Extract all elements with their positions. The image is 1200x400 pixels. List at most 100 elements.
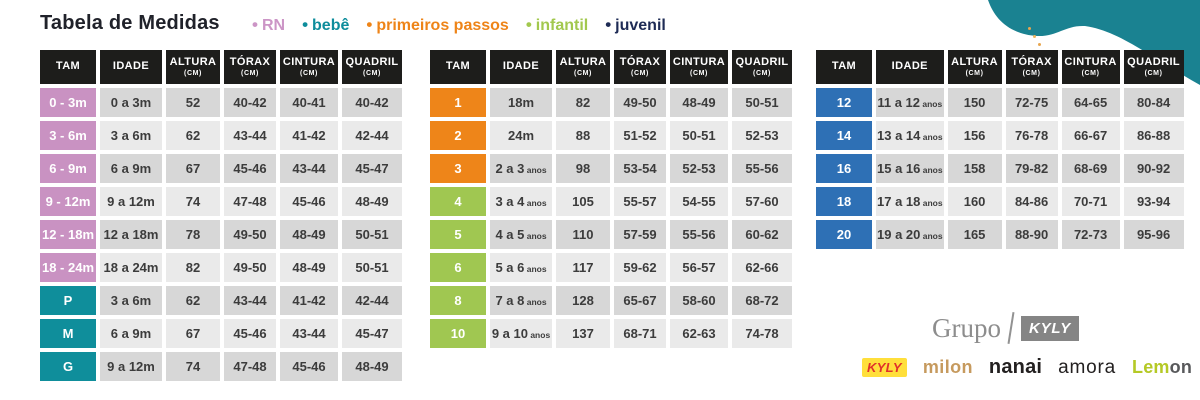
hip-cell: 62-66 <box>732 253 792 282</box>
hip-cell: 48-49 <box>342 352 402 381</box>
waist-cell: 72-73 <box>1061 220 1120 249</box>
height-cell: 62 <box>166 121 220 150</box>
height-cell: 160 <box>947 187 1002 216</box>
age-cell: 3 a 6m <box>100 286 162 315</box>
age-cell: 3 a 6m <box>100 121 162 150</box>
height-cell: 74 <box>166 187 220 216</box>
waist-cell: 45-46 <box>280 187 338 216</box>
height-cell: 165 <box>947 220 1002 249</box>
milon-brand-logo: milon <box>922 357 973 377</box>
hip-cell: 52-53 <box>732 121 792 150</box>
column-header: QUADRIL (CM) <box>732 50 792 84</box>
legend-item: • primeiros passos <box>366 15 508 35</box>
column-header: CINTURA (CM) <box>280 50 338 84</box>
waist-cell: 48-49 <box>280 253 338 282</box>
nanai-brand-logo: nanai <box>988 356 1043 378</box>
size-cell: 0 - 3m <box>40 88 96 117</box>
table-row: 1 18m 82 49-50 48-49 50-51 <box>430 88 792 117</box>
hip-cell: 74-78 <box>732 319 792 348</box>
column-header: TÓRAX (CM) <box>224 50 276 84</box>
column-header: TAM <box>816 50 872 84</box>
size-table-primeiros-passos-infantil: TAM IDADE ALTURA (CM) TÓRAX (CM) CINTURA (CM) QU… <box>426 46 796 352</box>
column-header: TÓRAX (CM) <box>1005 50 1058 84</box>
height-cell: 82 <box>166 253 220 282</box>
chest-cell: 79-82 <box>1005 154 1058 183</box>
column-header: ALTURA (CM) <box>947 50 1002 84</box>
table-row: 16 15 a 16 anos 158 79-82 68-69 90-92 <box>816 154 1184 183</box>
hip-cell: 45-47 <box>342 154 402 183</box>
waist-cell: 70-71 <box>1061 187 1120 216</box>
hip-cell: 57-60 <box>732 187 792 216</box>
size-cell: 3 - 6m <box>40 121 96 150</box>
age-cell: 5 a 6 anos <box>490 253 552 282</box>
table-row: 14 13 a 14 anos 156 76-78 66-67 86-88 <box>816 121 1184 150</box>
legend-item: • RN <box>252 15 285 35</box>
age-unit-label: anos <box>920 231 943 241</box>
waist-cell: 45-46 <box>280 352 338 381</box>
lemon-logo-gray-part: on <box>1169 357 1193 377</box>
waist-cell: 40-41 <box>280 88 338 117</box>
size-cell: 18 <box>816 187 872 216</box>
hip-cell: 68-72 <box>732 286 792 315</box>
chest-cell: 47-48 <box>224 352 276 381</box>
waist-cell: 43-44 <box>280 319 338 348</box>
size-cell: 12 - 18m <box>40 220 96 249</box>
chest-cell: 65-67 <box>614 286 666 315</box>
chest-cell: 51-52 <box>614 121 666 150</box>
unit-label: (CM) <box>184 69 202 77</box>
age-cell: 13 a 14 anos <box>876 121 944 150</box>
age-cell: 9 a 12m <box>100 352 162 381</box>
height-cell: 158 <box>947 154 1002 183</box>
size-cell: 20 <box>816 220 872 249</box>
unit-label: (CM) <box>1144 69 1163 77</box>
height-cell: 117 <box>556 253 610 282</box>
hip-cell: 90-92 <box>1123 154 1184 183</box>
unit-label: (CM) <box>1022 69 1041 77</box>
table-row: 18 - 24m 18 a 24m 82 49-50 48-49 50-51 <box>40 253 402 282</box>
height-cell: 105 <box>556 187 610 216</box>
size-cell: 18 - 24m <box>40 253 96 282</box>
height-cell: 88 <box>556 121 610 150</box>
amora-brand-logo: amora <box>1058 356 1117 378</box>
table-row: 9 - 12m 9 a 12m 74 47-48 45-46 48-49 <box>40 187 402 216</box>
waist-cell: 56-57 <box>670 253 728 282</box>
age-cell: 24m <box>490 121 552 150</box>
age-unit-label: anos <box>920 198 943 208</box>
table-row: 2 24m 88 51-52 50-51 52-53 <box>430 121 792 150</box>
hip-cell: 50-51 <box>342 253 402 282</box>
height-cell: 98 <box>556 154 610 183</box>
page-title: Tabela de Medidas <box>40 12 220 34</box>
column-header: ALTURA (CM) <box>166 50 220 84</box>
unit-label: (CM) <box>965 69 984 77</box>
sparkle-dot <box>1033 35 1036 38</box>
column-header: IDADE <box>876 50 944 84</box>
hip-cell: 95-96 <box>1123 220 1184 249</box>
hip-cell: 45-47 <box>342 319 402 348</box>
logo-divider <box>1007 312 1015 344</box>
hip-cell: 50-51 <box>342 220 402 249</box>
size-cell: 2 <box>430 121 486 150</box>
table-header-row: TAM IDADE ALTURA (CM) TÓRAX (CM) CINTURA (CM) QU… <box>40 50 402 84</box>
height-cell: 150 <box>947 88 1002 117</box>
legend-item: • infantil <box>526 15 588 35</box>
chest-cell: 43-44 <box>224 286 276 315</box>
chest-cell: 45-46 <box>224 319 276 348</box>
size-cell: 3 <box>430 154 486 183</box>
chest-cell: 72-75 <box>1005 88 1058 117</box>
table-row: 20 19 a 20 anos 165 88-90 72-73 95-96 <box>816 220 1184 249</box>
grupo-kyly-logo: Grupo KYLY <box>932 312 1080 344</box>
legend-label: RN <box>261 17 286 34</box>
bullet-icon: • <box>366 15 373 34</box>
unit-label: (CM) <box>574 69 592 77</box>
unit-label: (CM) <box>753 69 771 77</box>
size-cell: 1 <box>430 88 486 117</box>
grupo-word: Grupo <box>932 312 1001 343</box>
age-unit-label: anos <box>524 231 547 241</box>
waist-cell: 58-60 <box>670 286 728 315</box>
table-row: 3 - 6m 3 a 6m 62 43-44 41-42 42-44 <box>40 121 402 150</box>
